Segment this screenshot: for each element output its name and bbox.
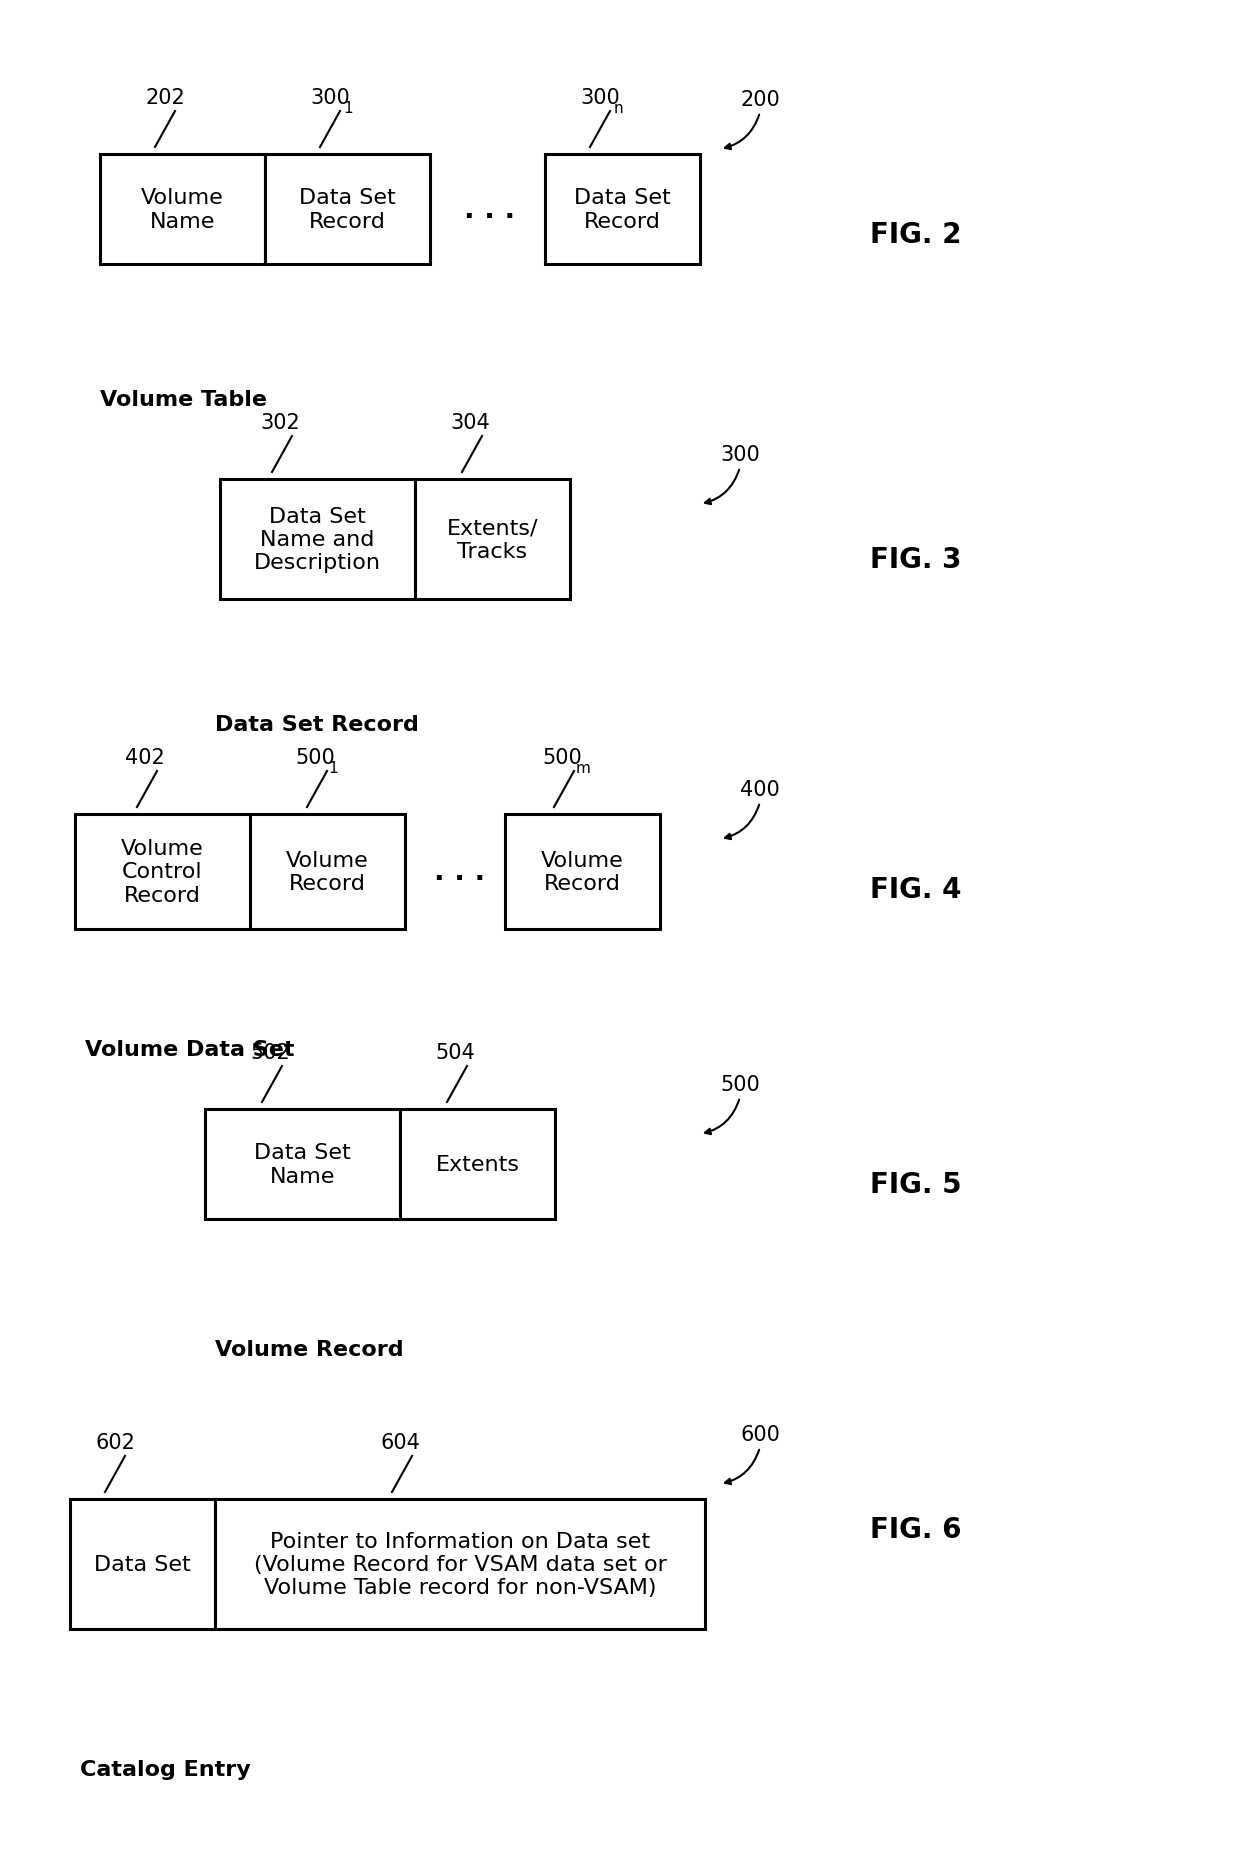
Text: Volume
Record: Volume Record	[286, 850, 368, 894]
Text: Volume
Record: Volume Record	[541, 850, 624, 894]
Bar	[205, 1109, 401, 1219]
Bar	[505, 814, 660, 929]
Text: 504: 504	[435, 1043, 475, 1063]
Text: Data Set
Record: Data Set Record	[299, 189, 396, 232]
Bar	[100, 156, 265, 265]
Text: 500: 500	[295, 748, 335, 768]
Text: Pointer to Information on Data set
(Volume Record for VSAM data set or
Volume Ta: Pointer to Information on Data set (Volu…	[253, 1530, 666, 1597]
Bar	[401, 1109, 556, 1219]
Text: 602: 602	[95, 1432, 135, 1452]
Text: FIG. 5: FIG. 5	[870, 1171, 962, 1198]
Text: Volume Data Set: Volume Data Set	[86, 1039, 295, 1059]
Text: 402: 402	[125, 748, 165, 768]
Text: . . .: . . .	[434, 857, 486, 885]
Text: 600: 600	[740, 1425, 780, 1445]
Text: Volume Record: Volume Record	[215, 1339, 404, 1360]
Text: 200: 200	[740, 89, 780, 109]
Bar	[219, 480, 415, 599]
Text: 1: 1	[343, 100, 353, 115]
Text: Data Set
Name: Data Set Name	[254, 1143, 351, 1185]
Text: FIG. 6: FIG. 6	[870, 1516, 961, 1543]
Text: Data Set
Record: Data Set Record	[574, 189, 671, 232]
Text: 1: 1	[329, 761, 339, 775]
Text: Volume
Name: Volume Name	[141, 189, 224, 232]
Text: Data Set
Name and
Description: Data Set Name and Description	[254, 506, 381, 573]
Text: n: n	[614, 100, 624, 115]
Text: Volume Table: Volume Table	[100, 390, 267, 410]
Text: m: m	[575, 761, 590, 775]
Text: 300: 300	[580, 87, 620, 108]
Text: Extents/
Tracks: Extents/ Tracks	[446, 518, 538, 562]
Bar	[265, 156, 430, 265]
Text: 500: 500	[542, 748, 582, 768]
Text: 304: 304	[450, 414, 490, 432]
Text: 500: 500	[720, 1074, 760, 1094]
Text: 502: 502	[250, 1043, 290, 1063]
Text: Data Set Record: Data Set Record	[215, 714, 419, 735]
Text: 604: 604	[381, 1432, 420, 1452]
Bar	[215, 1499, 706, 1629]
Bar	[546, 156, 701, 265]
Text: FIG. 4: FIG. 4	[870, 876, 961, 903]
Text: 400: 400	[740, 779, 780, 800]
Text: FIG. 2: FIG. 2	[870, 221, 961, 249]
Text: Data Set: Data Set	[94, 1554, 191, 1575]
Text: 300: 300	[310, 87, 350, 108]
Bar	[74, 814, 250, 929]
Text: . . .: . . .	[465, 197, 516, 224]
Text: FIG. 3: FIG. 3	[870, 545, 961, 573]
Text: Extents: Extents	[435, 1154, 520, 1174]
Bar	[250, 814, 405, 929]
Text: 202: 202	[145, 87, 185, 108]
Text: 302: 302	[260, 414, 300, 432]
Text: Catalog Entry: Catalog Entry	[81, 1759, 250, 1779]
Bar	[415, 480, 570, 599]
Text: 300: 300	[720, 445, 760, 466]
Text: Volume
Control
Record: Volume Control Record	[122, 838, 203, 905]
Bar	[69, 1499, 215, 1629]
